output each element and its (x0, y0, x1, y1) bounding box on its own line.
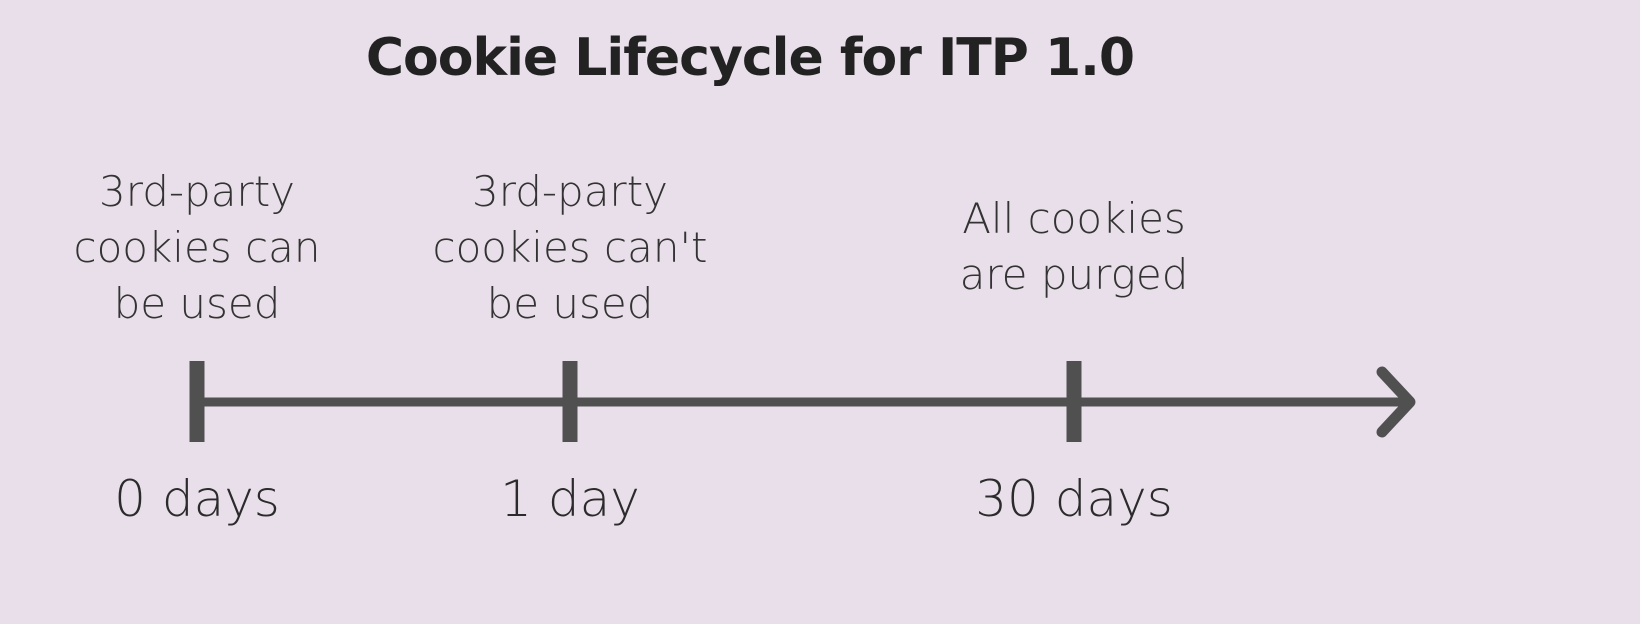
milestone-label: 3rd-party cookies can't be used (432, 167, 708, 328)
arrow-head-icon (1376, 366, 1416, 438)
time-label: 0 days (114, 470, 280, 528)
milestone-label: 3rd-party cookies can be used (73, 167, 321, 328)
time-label: 30 days (975, 470, 1173, 528)
milestone-label: All cookies are purged (959, 194, 1189, 299)
diagram-title: Cookie Lifecycle for ITP 1.0 (365, 28, 1135, 88)
time-label: 1 day (500, 470, 640, 528)
